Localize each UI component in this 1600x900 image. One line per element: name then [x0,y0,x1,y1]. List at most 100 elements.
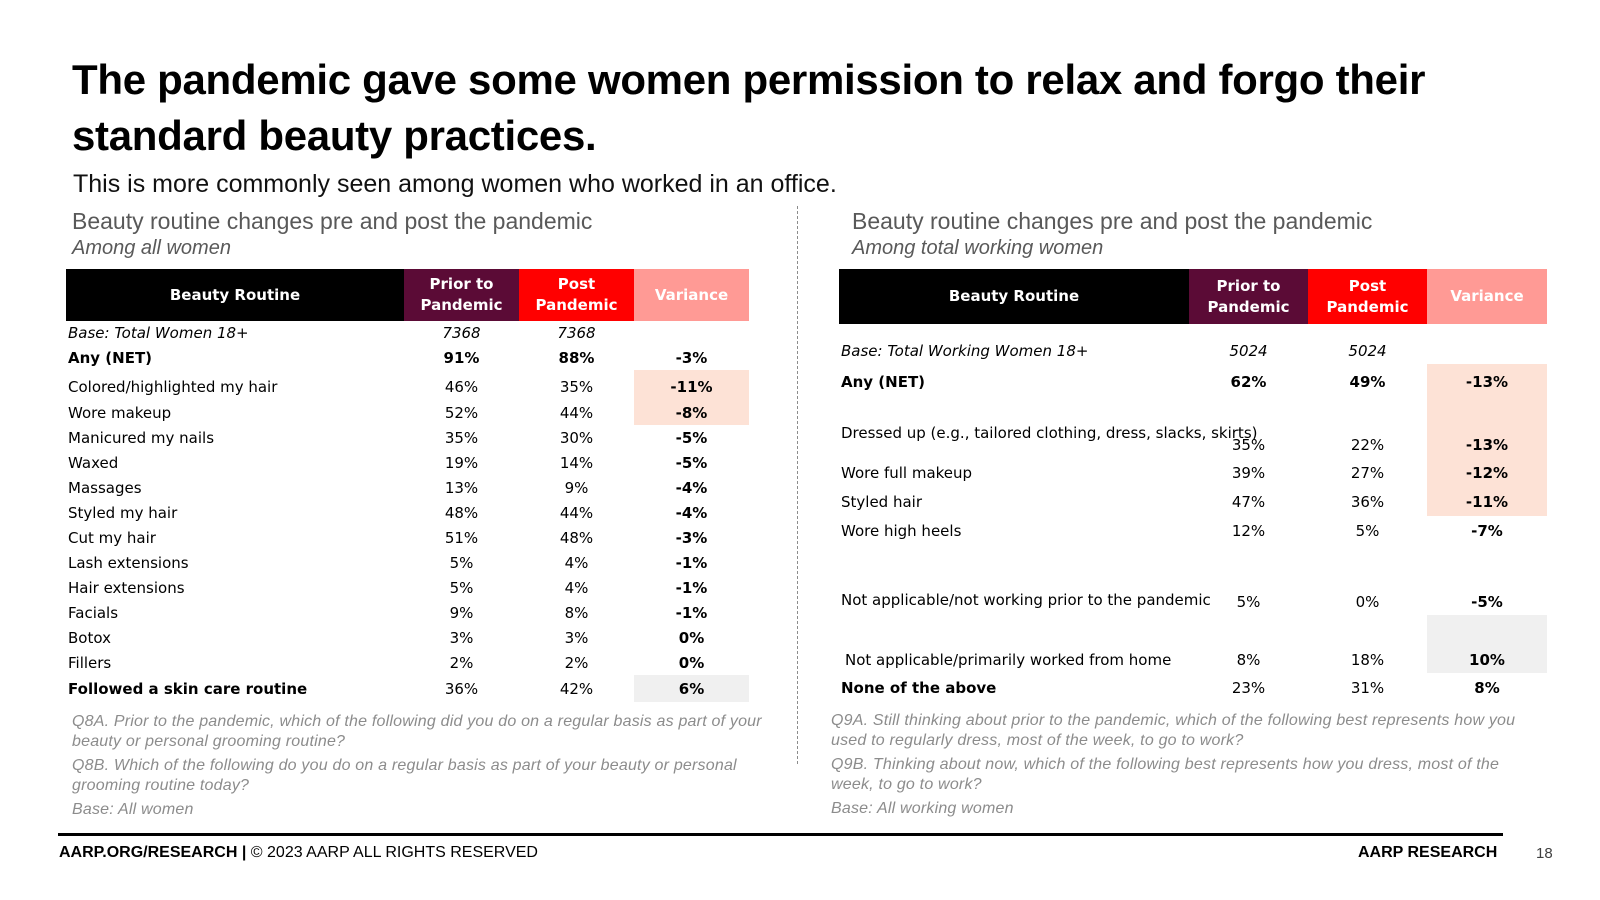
table-row: Fillers 2% 2% 0% [66,650,749,675]
table-row: Dressed up (e.g., tailored clothing, dre… [839,400,1547,458]
row-variance: 0% [678,653,705,672]
page-subtitle: This is more commonly seen among women w… [73,170,837,198]
row-prior: 5% [449,553,474,572]
row-post: 18% [1350,651,1385,669]
row-variance: -3% [675,348,708,367]
row-variance: -11% [1427,487,1547,516]
right-base-post: 5024 [1348,342,1387,360]
table-row: Followed a skin care routine 36% 42% 6% [66,675,749,702]
page-title: The pandemic gave some women permission … [72,56,1426,159]
row-label: Cut my hair [68,528,156,547]
table-row: Not applicable/primarily worked from hom… [839,615,1547,673]
row-label: Not applicable/not working prior to the … [841,591,1211,609]
row-label: Any (NET) [68,348,153,367]
table-row: Cut my hair 51% 48% -3% [66,525,749,550]
row-variance: -1% [675,553,708,572]
row-label: Facials [68,603,119,622]
left-header-post: Post Pandemic [519,269,634,321]
row-post: 27% [1350,463,1385,482]
table-row: Styled hair 47% 36% -11% [839,487,1547,516]
table-row: Hair extensions 5% 4% -1% [66,575,749,600]
row-label: Any (NET) [841,373,926,391]
left-notes: Q8A. Prior to the pandemic, which of the… [72,712,772,824]
row-variance: -8% [634,400,749,425]
row-variance: -5% [675,428,708,447]
row-variance: -3% [675,528,708,547]
row-variance: 10% [1427,615,1547,673]
left-base-row: Base: Total Women 18+ 7368 7368 [66,321,749,345]
row-label: Waxed [68,453,119,472]
row-label: Not applicable/primarily worked from hom… [845,651,1172,669]
row-post: 9% [564,478,589,497]
left-subheading: Among all women [72,237,231,259]
row-variance: -13% [1427,364,1547,400]
row-label: Wore full makeup [841,463,973,482]
row-prior: 13% [444,478,479,497]
row-prior: 47% [1231,492,1266,511]
row-variance: -12% [1427,458,1547,487]
left-note-q8a: Q8A. Prior to the pandemic, which of the… [72,713,762,750]
table-row: Massages 13% 9% -4% [66,475,749,500]
row-label: Styled my hair [68,503,178,522]
footer-site: AARP.ORG/RESEARCH | [59,844,247,861]
row-label: Lash extensions [68,553,189,572]
left-heading-text: Beauty routine changes pre and post the … [72,208,593,234]
left-base-post: 7368 [557,324,596,342]
row-label: Manicured my nails [68,428,215,447]
row-variance: -1% [675,578,708,597]
right-note-base: Base: All working women [831,800,1014,817]
left-header-prior: Prior to Pandemic [404,269,519,321]
row-prior: 2% [449,653,474,672]
page-number: 18 [1536,845,1553,862]
row-post: 35% [559,378,594,396]
row-label: Botox [68,628,111,647]
left-header-variance: Variance [634,269,749,321]
right-header-routine: Beauty Routine [839,269,1189,324]
row-prior: 36% [444,679,479,698]
row-post: 3% [564,628,589,647]
right-table: Beauty Routine Prior to Pandemic Post Pa… [839,269,1547,702]
row-variance: -5% [1471,593,1503,611]
row-variance: 0% [678,628,705,647]
footer-left: AARP.ORG/RESEARCH | © 2023 AARP ALL RIGH… [59,844,538,862]
left-panel-heading: Beauty routine changes pre and post the … [72,208,592,261]
row-variance: -5% [675,453,708,472]
row-post: 30% [559,428,594,447]
row-label: Styled hair [841,492,922,511]
table-row: Lash extensions 5% 4% -1% [66,550,749,575]
row-variance: 8% [1474,678,1500,697]
row-post: 44% [559,503,594,522]
row-post: 14% [559,453,594,472]
row-label: Wore makeup [68,403,172,422]
left-header-routine: Beauty Routine [66,269,404,321]
table-row: Facials 9% 8% -1% [66,600,749,625]
row-post: 88% [558,348,595,367]
row-label: Colored/highlighted my hair [68,378,278,396]
row-label: Hair extensions [68,578,185,597]
table-row: Any (NET) 91% 88% -3% [66,345,749,370]
row-prior: 46% [444,378,479,396]
row-post: 42% [559,679,594,698]
right-header-post: Post Pandemic [1308,269,1427,324]
row-prior: 39% [1231,463,1266,482]
footer-rule [58,833,1503,836]
table-row: Not applicable/not working prior to the … [839,545,1547,615]
left-note-q8b: Q8B. Which of the following do you do on… [72,757,737,794]
row-prior: 35% [444,428,479,447]
row-prior: 5% [1236,593,1261,611]
table-row: Wore high heels 12% 5% -7% [839,516,1547,545]
row-variance: -4% [675,478,708,497]
left-base-prior: 7368 [442,324,481,342]
footer-brand: AARP RESEARCH [1358,844,1498,861]
right-panel-heading: Beauty routine changes pre and post the … [852,208,1372,261]
row-variance: 6% [634,675,749,702]
row-prior: 8% [1236,651,1261,669]
row-post: 2% [564,653,589,672]
right-note-q9b: Q9B. Thinking about now, which of the fo… [831,756,1500,793]
row-variance: -11% [634,370,749,400]
table-row: Styled my hair 48% 44% -4% [66,500,749,525]
table-row: Colored/highlighted my hair 46% 35% -11% [66,370,749,400]
row-label: Followed a skin care routine [68,679,308,698]
table-row: Wore makeup 52% 44% -8% [66,400,749,425]
panel-divider [797,206,798,764]
